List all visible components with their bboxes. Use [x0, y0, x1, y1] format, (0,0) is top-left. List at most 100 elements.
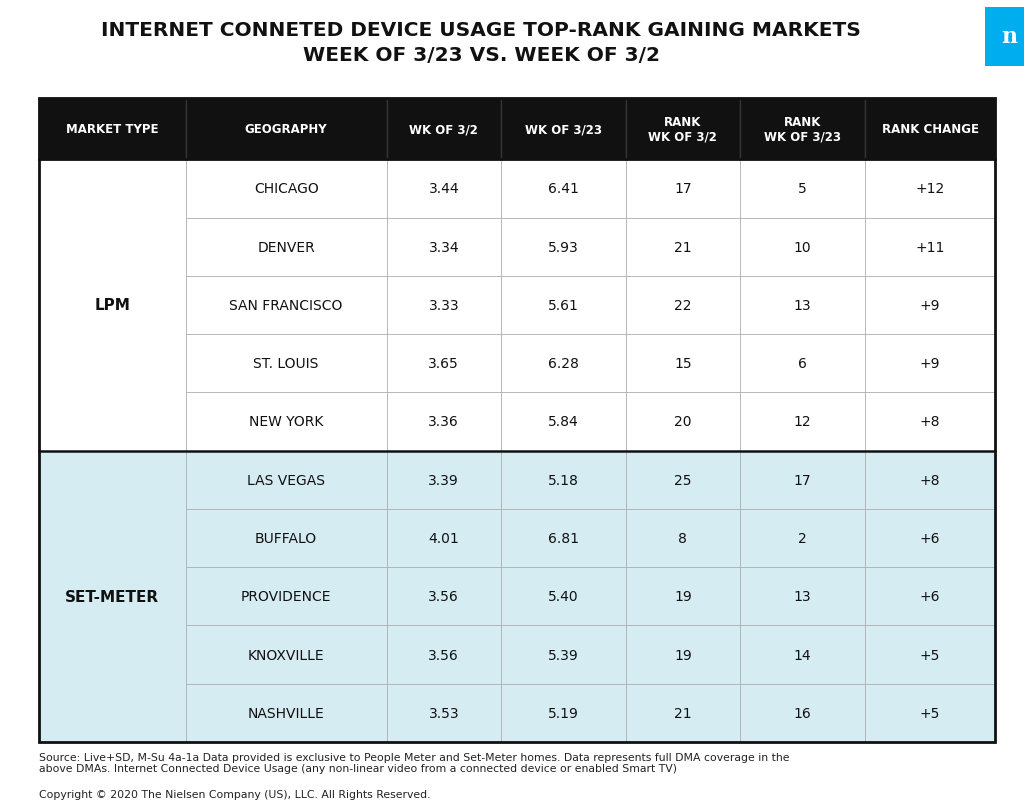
Bar: [185, 625, 387, 684]
Bar: [626, 625, 740, 684]
Bar: [740, 393, 865, 451]
Bar: [387, 684, 501, 742]
Text: 3.39: 3.39: [428, 473, 459, 487]
Bar: [501, 99, 626, 160]
Bar: [387, 568, 501, 625]
Bar: [740, 160, 865, 218]
Text: 5.84: 5.84: [548, 415, 579, 429]
Text: GEOGRAPHY: GEOGRAPHY: [245, 123, 328, 136]
Bar: [185, 509, 387, 568]
Text: Source: Live+SD, M-Su 4a-1a Data provided is exclusive to People Meter and Set-M: Source: Live+SD, M-Su 4a-1a Data provide…: [39, 752, 790, 774]
Bar: [387, 160, 501, 218]
Bar: [501, 509, 626, 568]
Text: 21: 21: [674, 240, 691, 255]
Text: 13: 13: [794, 298, 811, 312]
Text: n: n: [1001, 26, 1018, 49]
Bar: [501, 684, 626, 742]
Text: 3.53: 3.53: [428, 706, 459, 720]
Bar: [626, 277, 740, 335]
Text: 5.19: 5.19: [548, 706, 579, 720]
Text: INTERNET CONNETED DEVICE USAGE TOP-RANK GAINING MARKETS: INTERNET CONNETED DEVICE USAGE TOP-RANK …: [101, 21, 861, 41]
Bar: [185, 160, 387, 218]
Text: 14: 14: [794, 648, 811, 662]
Bar: [865, 684, 995, 742]
Bar: [501, 335, 626, 393]
Text: 4.01: 4.01: [428, 531, 459, 545]
Text: DENVER: DENVER: [257, 240, 315, 255]
Bar: [39, 99, 185, 160]
Bar: [865, 625, 995, 684]
Bar: [387, 509, 501, 568]
Text: 8: 8: [679, 531, 687, 545]
Text: +11: +11: [915, 240, 945, 255]
Text: 3.33: 3.33: [428, 298, 459, 312]
Bar: [39, 451, 185, 742]
Text: 3.36: 3.36: [428, 415, 459, 429]
Bar: [387, 393, 501, 451]
Text: 19: 19: [674, 648, 692, 662]
FancyBboxPatch shape: [985, 8, 1024, 67]
Text: +8: +8: [920, 415, 940, 429]
Bar: [865, 99, 995, 160]
Text: 20: 20: [674, 415, 691, 429]
Bar: [626, 684, 740, 742]
Text: LPM: LPM: [94, 298, 130, 313]
Text: 3.44: 3.44: [428, 182, 459, 196]
Text: SAN FRANCISCO: SAN FRANCISCO: [229, 298, 343, 312]
Text: 3.56: 3.56: [428, 648, 459, 662]
Bar: [740, 509, 865, 568]
Bar: [387, 277, 501, 335]
Bar: [387, 218, 501, 277]
Text: CHICAGO: CHICAGO: [254, 182, 318, 196]
Text: 17: 17: [674, 182, 691, 196]
Bar: [387, 451, 501, 509]
Bar: [865, 218, 995, 277]
Text: ST. LOUIS: ST. LOUIS: [254, 357, 318, 371]
Text: +5: +5: [920, 706, 940, 720]
Bar: [501, 218, 626, 277]
Text: LAS VEGAS: LAS VEGAS: [247, 473, 326, 487]
Text: WK OF 3/2: WK OF 3/2: [410, 123, 478, 136]
Bar: [740, 568, 865, 625]
Bar: [501, 393, 626, 451]
Bar: [39, 99, 995, 742]
Bar: [39, 160, 185, 451]
Bar: [626, 99, 740, 160]
Text: +9: +9: [920, 357, 940, 371]
Text: 13: 13: [794, 590, 811, 603]
Text: 15: 15: [674, 357, 691, 371]
Text: 16: 16: [794, 706, 811, 720]
Text: RANK
WK OF 3/23: RANK WK OF 3/23: [764, 115, 841, 144]
Bar: [865, 509, 995, 568]
Bar: [626, 509, 740, 568]
Bar: [501, 277, 626, 335]
Text: MARKET TYPE: MARKET TYPE: [66, 123, 159, 136]
Bar: [185, 218, 387, 277]
Bar: [740, 99, 865, 160]
Bar: [501, 568, 626, 625]
Text: 3.34: 3.34: [428, 240, 459, 255]
Text: 6.41: 6.41: [548, 182, 579, 196]
Bar: [626, 160, 740, 218]
Text: 10: 10: [794, 240, 811, 255]
Bar: [387, 99, 501, 160]
Bar: [501, 625, 626, 684]
Bar: [185, 568, 387, 625]
Text: +6: +6: [920, 590, 940, 603]
Text: 5.40: 5.40: [548, 590, 579, 603]
Text: 6.81: 6.81: [548, 531, 579, 545]
Text: 6: 6: [798, 357, 807, 371]
Text: 19: 19: [674, 590, 692, 603]
Text: 5.18: 5.18: [548, 473, 579, 487]
Text: RANK
WK OF 3/2: RANK WK OF 3/2: [648, 115, 717, 144]
Bar: [626, 393, 740, 451]
Text: 5.39: 5.39: [548, 648, 579, 662]
Bar: [185, 335, 387, 393]
Bar: [740, 335, 865, 393]
Bar: [387, 625, 501, 684]
Bar: [865, 277, 995, 335]
Text: +5: +5: [920, 648, 940, 662]
Text: 25: 25: [674, 473, 691, 487]
Text: +12: +12: [915, 182, 945, 196]
Text: WEEK OF 3/23 VS. WEEK OF 3/2: WEEK OF 3/23 VS. WEEK OF 3/2: [303, 45, 659, 65]
